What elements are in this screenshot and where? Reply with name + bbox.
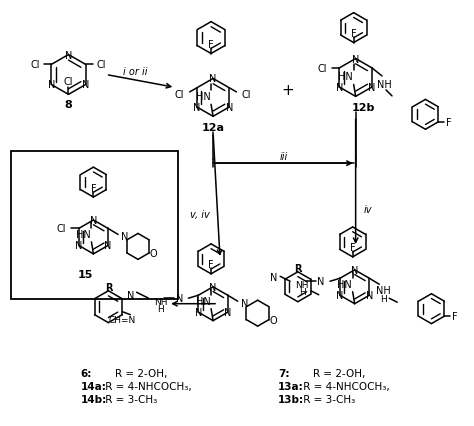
- Text: Cl: Cl: [30, 60, 40, 70]
- Text: N: N: [176, 294, 183, 303]
- Text: N: N: [336, 83, 343, 93]
- Text: R = 3-CH₃: R = 3-CH₃: [300, 394, 355, 404]
- Text: 13b:: 13b:: [278, 394, 304, 404]
- Text: v, iv: v, iv: [190, 210, 210, 219]
- Text: F: F: [350, 243, 356, 253]
- Text: N: N: [75, 241, 82, 251]
- Text: N: N: [104, 241, 112, 251]
- Text: iv: iv: [364, 204, 372, 215]
- Text: iii: iii: [280, 152, 288, 162]
- Text: R = 2-OH,: R = 2-OH,: [102, 368, 168, 379]
- Text: N: N: [224, 308, 231, 317]
- Text: N: N: [65, 50, 72, 60]
- Text: F: F: [208, 40, 214, 49]
- Text: O: O: [269, 315, 277, 325]
- Text: R = 3-CH₃: R = 3-CH₃: [102, 394, 158, 404]
- Text: H: H: [157, 304, 164, 313]
- Text: F: F: [91, 183, 96, 193]
- Text: Cl: Cl: [242, 90, 251, 100]
- Text: 7:: 7:: [278, 368, 290, 379]
- Text: Cl: Cl: [97, 60, 107, 70]
- Text: 13a:: 13a:: [278, 382, 304, 391]
- Text: HN: HN: [196, 92, 210, 102]
- Text: O: O: [149, 248, 157, 258]
- Text: i or ii: i or ii: [123, 67, 147, 77]
- Text: N: N: [195, 308, 202, 317]
- Text: NH: NH: [154, 297, 167, 306]
- Text: +: +: [282, 83, 294, 98]
- Text: 14a:: 14a:: [81, 382, 106, 391]
- Text: CH=N: CH=N: [109, 315, 136, 324]
- Text: N: N: [210, 74, 217, 84]
- Text: N: N: [336, 291, 344, 300]
- Text: N: N: [47, 80, 55, 90]
- Text: HN: HN: [338, 72, 353, 82]
- Text: 8: 8: [64, 100, 73, 110]
- Text: NH: NH: [376, 285, 391, 296]
- Text: HN: HN: [76, 229, 91, 239]
- Text: F: F: [446, 118, 452, 127]
- Text: N: N: [90, 216, 97, 225]
- Text: R = 2-OH,: R = 2-OH,: [300, 368, 365, 379]
- Text: N: N: [368, 83, 376, 93]
- Text: N: N: [241, 299, 248, 308]
- Text: N: N: [318, 276, 325, 287]
- Text: H: H: [299, 287, 305, 296]
- Text: 12a: 12a: [201, 123, 225, 133]
- Text: HN: HN: [337, 279, 352, 289]
- Text: HN: HN: [196, 296, 210, 306]
- Text: R: R: [105, 282, 112, 292]
- Text: F: F: [452, 311, 458, 321]
- Text: N: N: [271, 273, 278, 282]
- Text: N: N: [210, 282, 217, 292]
- Bar: [11, 152, 178, 299]
- Text: 6:: 6:: [81, 368, 92, 379]
- Text: Cl: Cl: [64, 77, 73, 87]
- Text: F: F: [351, 29, 356, 39]
- Text: NH: NH: [295, 280, 309, 289]
- Text: N: N: [127, 291, 134, 300]
- Text: 14b:: 14b:: [81, 394, 107, 404]
- Text: F: F: [208, 260, 214, 270]
- Text: 12b: 12b: [352, 103, 375, 113]
- Text: N: N: [352, 55, 359, 64]
- Text: H: H: [380, 294, 387, 303]
- Text: R = 4-NHCOCH₃,: R = 4-NHCOCH₃,: [102, 382, 192, 391]
- Text: N: N: [351, 265, 358, 275]
- Text: N: N: [121, 232, 129, 242]
- Text: Cl: Cl: [56, 224, 65, 234]
- Text: N: N: [82, 80, 90, 90]
- Text: 15: 15: [78, 269, 93, 279]
- Text: R = 4-NHCOCH₃,: R = 4-NHCOCH₃,: [300, 382, 390, 391]
- Text: NH: NH: [377, 80, 392, 90]
- Text: R: R: [294, 263, 301, 273]
- Text: N: N: [193, 103, 201, 112]
- Text: Cl: Cl: [318, 64, 327, 74]
- Text: Cl: Cl: [175, 90, 184, 100]
- Text: N: N: [226, 103, 233, 112]
- Text: N: N: [365, 291, 373, 300]
